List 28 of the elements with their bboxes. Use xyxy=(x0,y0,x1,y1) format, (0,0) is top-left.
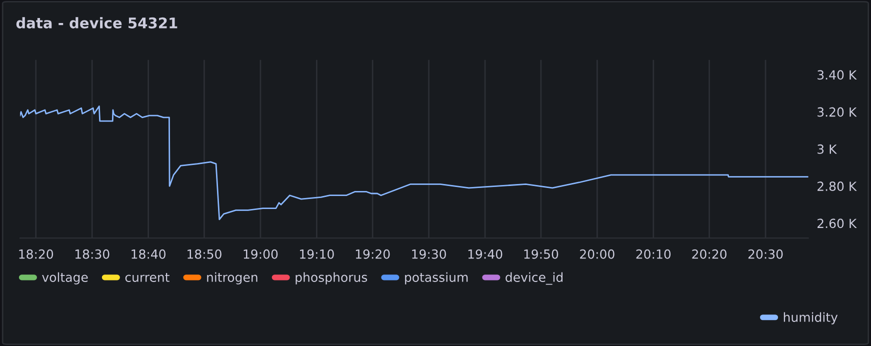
legend-label: phosphorus xyxy=(296,272,368,284)
legend-label: nitrogen xyxy=(207,272,258,284)
x-tick-label: 19:30 xyxy=(412,249,446,259)
legend-label: device_id xyxy=(506,272,563,285)
legend-label: humidity xyxy=(784,312,838,324)
x-tick-label: 19:50 xyxy=(524,249,558,259)
x-tick-label: 20:00 xyxy=(580,249,614,259)
y-tick-label: 2.80 K xyxy=(818,182,857,192)
chart-title: data - device 54321 xyxy=(16,17,178,28)
y-tick-label: 3.20 K xyxy=(818,107,857,117)
y-tick-label: 3 K xyxy=(818,144,838,154)
legend-label: current xyxy=(125,273,170,282)
line-series xyxy=(20,106,808,220)
x-tick-label: 19:00 xyxy=(244,249,278,259)
x-tick-label: 19:20 xyxy=(356,249,390,259)
y-tick-label: 3.40 K xyxy=(818,70,857,80)
x-tick-label: 20:30 xyxy=(748,249,783,259)
y-tick-label: 2.60 K xyxy=(818,218,857,228)
x-tick-label: 20:20 xyxy=(692,249,726,259)
x-tick-label: 18:40 xyxy=(132,249,166,259)
x-tick-label: 20:10 xyxy=(636,249,671,259)
legend-label: potassium xyxy=(405,272,468,284)
legend-label: voltage xyxy=(42,272,88,284)
x-tick-label: 19:40 xyxy=(468,249,502,259)
x-tick-label: 19:10 xyxy=(300,249,334,259)
x-tick-label: 18:20 xyxy=(19,249,54,259)
x-tick-label: 18:30 xyxy=(75,249,110,259)
x-tick-label: 18:50 xyxy=(188,249,222,259)
